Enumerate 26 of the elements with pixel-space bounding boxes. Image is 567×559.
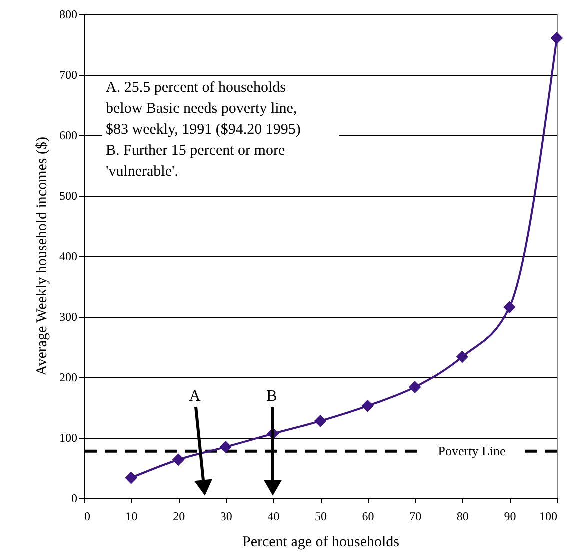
x-tick-label: 70 — [410, 510, 422, 524]
x-tick-label: 50 — [315, 510, 327, 524]
annotation: A. 25.5 percent of households below Basic needs poverty line, $83 weekly, 1991 ($94.20 1995) B. Further 15 percent or more 'vulnerable'. — [106, 80, 301, 180]
y-tick-label: 100 — [60, 431, 78, 445]
x-tick-label: 40 — [268, 510, 280, 524]
annotation: A — [189, 388, 202, 405]
y-tick-label: 400 — [60, 250, 78, 264]
y-tick-label: 800 — [60, 8, 78, 22]
x-tick-label: 80 — [456, 510, 469, 524]
y-tick-label: 600 — [60, 128, 78, 142]
x-tick-label: 90 — [504, 510, 516, 524]
x-tick-label: 10 — [126, 510, 138, 524]
x-axis-title: Percent age of households — [242, 534, 400, 550]
ref-line-label: Poverty Line — [438, 443, 506, 458]
x-tick-label: 100 — [540, 510, 558, 524]
x-tick-label: 30 — [220, 510, 232, 524]
y-tick-label: 700 — [60, 68, 78, 82]
y-tick-label: 0 — [72, 492, 78, 506]
x-tick-label: 0 — [84, 510, 90, 524]
y-tick-label: 500 — [60, 189, 78, 203]
y-tick-label: 300 — [60, 310, 78, 324]
annotation: B — [266, 388, 278, 405]
x-tick-label: 20 — [173, 510, 186, 524]
x-tick-label: 60 — [362, 510, 374, 524]
y-axis-title: Average Weekly household incomes ($) — [34, 137, 50, 376]
y-tick-label: 200 — [60, 370, 78, 384]
